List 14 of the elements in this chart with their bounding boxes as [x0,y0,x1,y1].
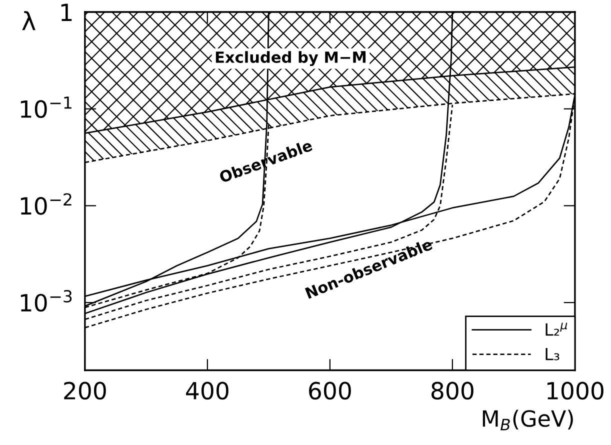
y-tick-label: 10$^{−1}$ [20,96,72,118]
x-tick-label: 400 [186,382,228,400]
y-tick-label: 10$^{−2}$ [20,193,72,215]
y-tick-label: 10$^{−3}$ [20,290,72,312]
x-tick-label: 1000 [548,382,604,400]
x-axis-title: M$_{B}$(GeV) [482,410,573,430]
legend-label: L₃ [546,348,560,360]
legend-label: L₂$^{μ}$ [546,322,568,336]
y-tick-label: 1 [61,4,72,21]
x-tick-label: 600 [309,382,351,400]
annotation: Excluded by M−M̄ [216,51,366,66]
y-axis-title: λ [22,11,36,30]
x-tick-label: 200 [64,382,106,400]
x-tick-label: 800 [432,382,474,400]
